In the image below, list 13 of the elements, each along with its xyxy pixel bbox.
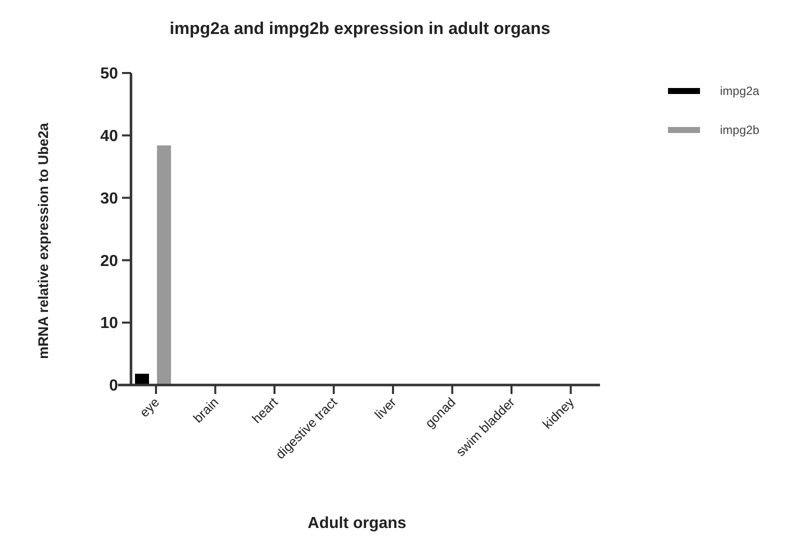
y-axis-title: mRNA relative expression to Ube2a: [35, 122, 51, 360]
y-tick-label: 0: [109, 378, 118, 395]
y-tick-label: 10: [100, 315, 118, 332]
legend-label: impg2b: [720, 123, 760, 138]
chart-title: impg2a and impg2b expression in adult organs: [170, 19, 550, 38]
y-tick-label: 50: [100, 66, 118, 83]
x-tick-label: eye: [136, 394, 162, 420]
y-tick-label: 30: [100, 190, 118, 208]
x-tick-label: liver: [372, 394, 400, 422]
y-tick-label: 40: [100, 128, 118, 145]
legend-label: impg2a: [720, 84, 760, 98]
y-tick-label: 20: [100, 252, 118, 270]
x-axis-title: Adult organs: [308, 515, 406, 532]
